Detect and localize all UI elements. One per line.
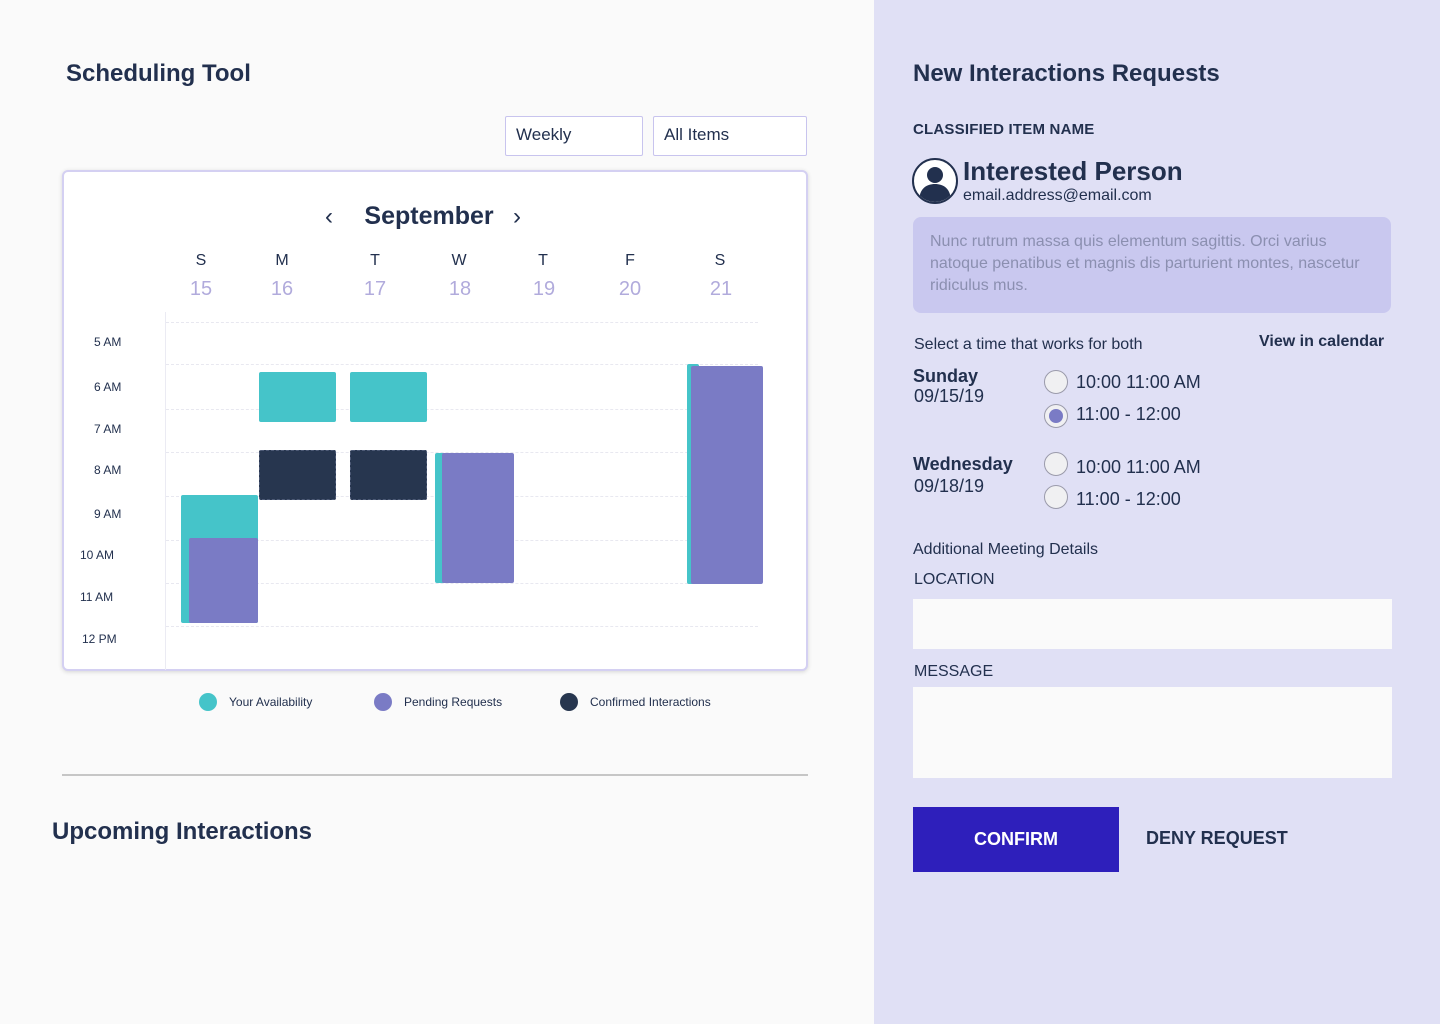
location-label: LOCATION (914, 571, 995, 588)
confirmed-interaction-block[interactable] (259, 450, 336, 500)
radio-wednesday-slot1[interactable] (1044, 452, 1068, 476)
legend-label: Confirmed Interactions (590, 695, 711, 709)
day-letter: T (370, 252, 380, 269)
day-letter: T (538, 252, 548, 269)
day-letter: S (714, 252, 726, 269)
day-letter: M (275, 252, 289, 269)
calendar-month: September (364, 202, 494, 230)
legend-pending: Pending Requests (374, 693, 502, 711)
location-input[interactable] (913, 599, 1392, 649)
day-number[interactable]: 21 (709, 278, 733, 300)
day-letter: W (451, 252, 467, 269)
items-select[interactable]: All Items (653, 116, 807, 156)
time-label: 11 AM (80, 590, 114, 604)
day-number[interactable]: 20 (618, 278, 642, 300)
person-icon (919, 167, 951, 202)
confirm-button[interactable]: CONFIRM (913, 807, 1119, 872)
grid-line (166, 364, 758, 365)
day-number[interactable]: 16 (270, 278, 294, 300)
grid-line (166, 583, 758, 584)
time-axis-line (165, 312, 166, 670)
pending-request-block[interactable] (442, 453, 514, 583)
time-label: 5 AM (94, 335, 122, 349)
slot-label: 10:00 11:00 AM (1076, 372, 1201, 392)
day-letter: S (195, 252, 207, 269)
day-number[interactable]: 18 (448, 278, 472, 300)
grid-line (166, 626, 758, 627)
slot-label: 11:00 - 12:00 (1076, 489, 1181, 509)
teal-dot-icon (199, 693, 217, 711)
pending-request-block[interactable] (189, 538, 258, 623)
option-date: 09/18/19 (914, 476, 985, 496)
avatar (912, 158, 958, 204)
radio-wednesday-slot2[interactable] (1044, 485, 1068, 509)
person-email[interactable]: email.address@email.com (963, 187, 1152, 204)
upcoming-title: Upcoming Interactions (52, 818, 313, 845)
chevron-left-icon[interactable]: ‹ (325, 203, 333, 230)
requests-title: New Interactions Requests (913, 60, 1220, 87)
additional-details-label: Additional Meeting Details (913, 541, 1098, 558)
radio-sunday-slot2[interactable] (1044, 404, 1068, 428)
purple-dot-icon (374, 693, 392, 711)
slot-label: 10:00 11:00 AM (1076, 457, 1201, 477)
availability-block[interactable] (259, 372, 336, 422)
time-label: 6 AM (94, 380, 122, 394)
option-day: Wednesday (913, 454, 1013, 474)
pending-request-block[interactable] (691, 366, 763, 584)
legend-label: Your Availability (229, 695, 313, 709)
view-in-calendar-link[interactable]: View in calendar (1259, 333, 1385, 350)
item-name: CLASSIFIED ITEM NAME (913, 121, 1095, 138)
time-label: 8 AM (94, 463, 122, 477)
chevron-right-icon[interactable]: › (513, 203, 521, 230)
request-message: Nunc rutrum massa quis elementum sagitti… (913, 217, 1391, 313)
confirmed-interaction-block[interactable] (350, 450, 427, 500)
grid-line (166, 452, 758, 453)
legend-confirmed: Confirmed Interactions (560, 693, 711, 711)
section-divider (62, 774, 808, 776)
deny-request-button[interactable]: DENY REQUEST (1146, 828, 1288, 848)
slot-label: 11:00 - 12:00 (1076, 404, 1181, 424)
time-label: 9 AM (94, 507, 122, 521)
calendar: ‹ September › S M T W T F S 15 16 17 18 … (62, 170, 808, 671)
day-number[interactable]: 19 (532, 278, 556, 300)
day-number[interactable]: 15 (189, 278, 213, 300)
grid-line (166, 409, 758, 410)
legend-availability: Your Availability (199, 693, 312, 711)
option-date: 09/15/19 (914, 386, 985, 406)
option-day: Sunday (913, 366, 979, 386)
availability-block[interactable] (350, 372, 427, 422)
scheduling-panel: Scheduling Tool Weekly All Items ‹ Septe… (52, 60, 808, 845)
time-label: 7 AM (94, 422, 122, 436)
message-input[interactable] (913, 687, 1392, 778)
select-time-label: Select a time that works for both (914, 336, 1143, 353)
view-select[interactable]: Weekly (505, 116, 643, 156)
grid-line (166, 322, 758, 323)
time-label: 10 AM (80, 548, 115, 562)
time-label: 12 PM (82, 632, 117, 646)
message-label: MESSAGE (914, 663, 994, 680)
person-name: Interested Person (963, 156, 1183, 186)
legend-label: Pending Requests (404, 695, 503, 709)
navy-dot-icon (560, 693, 578, 711)
radio-sunday-slot1[interactable] (1044, 370, 1068, 394)
day-number[interactable]: 17 (363, 278, 387, 300)
scheduling-title: Scheduling Tool (66, 60, 251, 87)
day-letter: F (625, 252, 635, 269)
